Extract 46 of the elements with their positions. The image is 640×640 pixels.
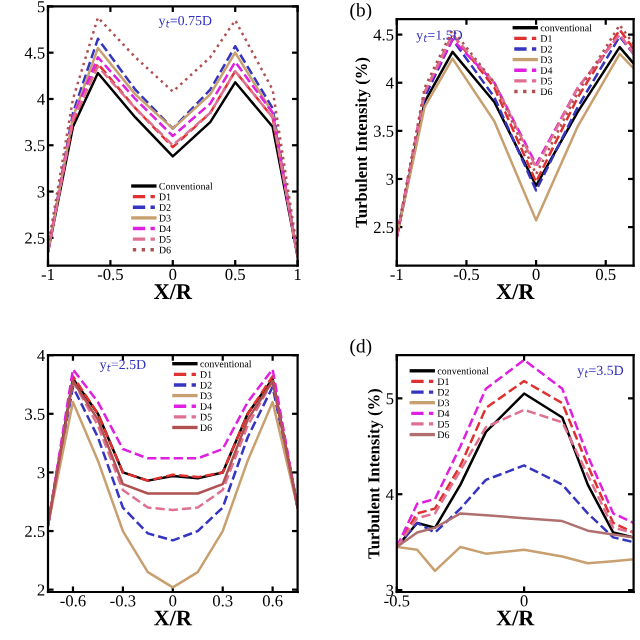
y-tick-label: 5 <box>386 393 394 405</box>
y-tick-label: 4 <box>37 93 45 105</box>
y-tick-label: 2 <box>37 584 45 596</box>
x-tick-label: 0 <box>520 595 528 607</box>
y-axis-title: Turbulent Intensity (%) <box>367 388 383 559</box>
x-tick-label: 0 <box>169 268 177 281</box>
x-tick-label: 0.3 <box>212 595 233 607</box>
line-series <box>48 400 298 589</box>
x-tick-label: -1 <box>41 268 54 280</box>
y-tick-label: 3.5 <box>25 140 45 152</box>
x-tick-label: -0.5 <box>453 268 479 281</box>
x-axis-title: X/R <box>154 284 193 300</box>
y-tick-label: 2.5 <box>25 232 45 244</box>
line-series <box>396 512 634 549</box>
y-tick-label: 4 <box>386 489 394 500</box>
x-tick-label: -0.6 <box>60 595 86 607</box>
y-tick-label: 5 <box>37 1 45 13</box>
x-tick-label: -0.5 <box>97 268 123 281</box>
x-tick-label: 0.6 <box>262 595 283 607</box>
y-tick-label: 3 <box>386 584 394 597</box>
chart-title: (d) <box>350 338 372 357</box>
x-tick-label: -1 <box>390 268 403 280</box>
y-tick-label: 3.5 <box>373 125 394 137</box>
y-tick-label: 3 <box>386 173 394 185</box>
y-tick-label: 3.5 <box>25 408 45 420</box>
x-axis-title: X/R <box>496 610 535 626</box>
x-axis-title: X/R <box>154 610 193 626</box>
y-axis-title: Turbulent Intensity (%) <box>355 57 371 228</box>
chart-title: (b) <box>350 2 372 21</box>
y-tick-label: 4 <box>37 350 45 361</box>
x-tick-label: 1 <box>294 268 301 280</box>
x-tick-label: 0.5 <box>225 268 245 281</box>
y-tick-label: 3 <box>37 186 45 198</box>
y-tick-label: 2.5 <box>373 221 394 234</box>
line-series <box>396 545 634 573</box>
y-tick-label: 3 <box>37 467 45 479</box>
x-tick-label: -0.5 <box>384 595 410 607</box>
y-tick-label: 4.5 <box>373 29 394 41</box>
x-tick-label: 0 <box>532 268 540 281</box>
x-tick-label: 0.5 <box>595 268 616 281</box>
x-axis-title: X/R <box>496 284 535 300</box>
x-tick-label: 0 <box>169 595 177 607</box>
y-tick-label: 2.5 <box>25 525 45 538</box>
y-tick-label: 4.5 <box>24 47 45 59</box>
x-tick-label: -0.3 <box>110 595 136 607</box>
y-tick-label: 4 <box>386 77 394 89</box>
